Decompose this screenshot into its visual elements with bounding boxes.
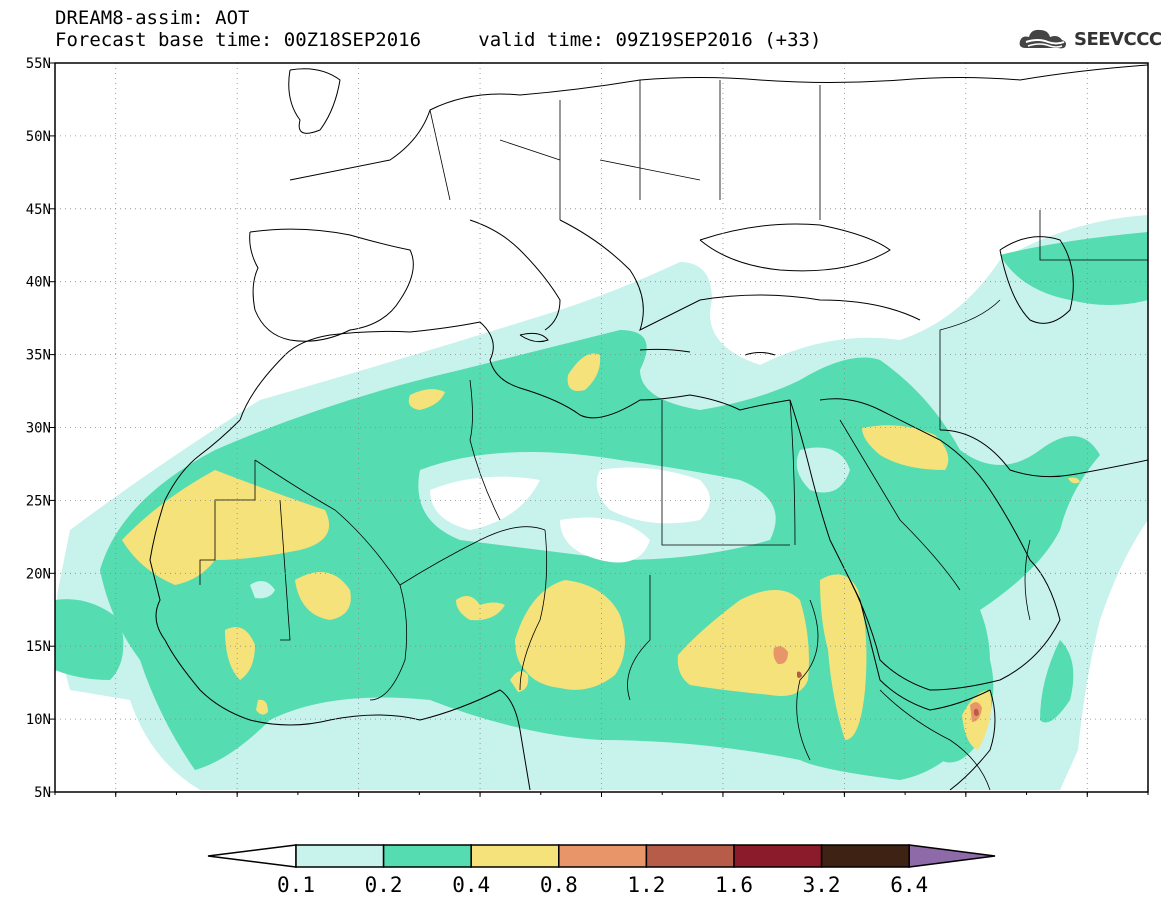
aot-contour-0.4 — [862, 425, 949, 470]
logo-text: SEEVCCC — [1074, 28, 1162, 50]
border-line — [399, 526, 546, 586]
aot-contour-0.4 — [256, 699, 268, 715]
aot-contour-1.2 — [797, 671, 802, 678]
colorbar-swatch — [820, 844, 910, 868]
lat-tick-label: 15N — [26, 639, 51, 655]
border-line — [469, 379, 501, 521]
colorbar-label: 6.4 — [890, 873, 928, 897]
border-line — [1024, 539, 1031, 621]
time-info: Forecast base time: 00Z18SEP2016 valid t… — [55, 30, 821, 50]
aot-contour-0.4 — [567, 353, 601, 391]
aot-contour-0.4 — [122, 470, 330, 585]
lat-tick-label: 45N — [26, 202, 51, 218]
colorbar-underflow-arrow — [207, 844, 297, 868]
graticule — [55, 63, 1148, 792]
aot-contour-0.4 — [820, 574, 867, 740]
aot-contour-0.4 — [456, 596, 505, 621]
country-borders — [199, 80, 1148, 791]
coastline-black-sea — [699, 223, 891, 272]
coastline-sicily — [519, 332, 549, 343]
valid-time-label: valid time: 09Z19SEP2016 (+33) — [478, 29, 822, 51]
border-line — [429, 109, 701, 201]
lat-tick-label: 50N — [26, 129, 51, 145]
coastline-red-sea — [789, 399, 991, 711]
lat-tick-label: 30N — [26, 421, 51, 437]
logo: SEEVCCC — [1018, 24, 1162, 54]
lat-tick-label: 40N — [26, 275, 51, 291]
aot-clear-pocket — [596, 467, 710, 524]
aot-contour-0.4 — [225, 627, 255, 680]
coastline-europe — [289, 64, 1148, 181]
aot-contour-0.2 — [55, 599, 124, 680]
border-line — [199, 460, 256, 585]
colorbar-label: 1.2 — [627, 873, 665, 897]
axis-ticks: 20W10W010E20E30E40E50E60E5N10N15N20N25N3… — [26, 56, 1149, 800]
lat-tick-label: 5N — [34, 785, 51, 800]
coastline-iran — [939, 429, 1148, 478]
coastline-balkans — [559, 219, 921, 331]
aot-contour-1.2 — [974, 708, 979, 716]
coastline-north-africa — [239, 321, 791, 421]
aot-clear-pocket — [430, 476, 540, 530]
colorbar-label: 0.1 — [277, 873, 315, 897]
coastline-cyprus — [744, 352, 776, 356]
coastline-west-africa — [149, 419, 531, 791]
base-time-label: Forecast base time: 00Z18SEP2016 — [55, 29, 422, 51]
border-line — [789, 399, 796, 546]
border-line — [279, 499, 291, 641]
coastline-crete — [639, 348, 691, 353]
colorbar-swatch — [382, 844, 472, 868]
border-line — [661, 400, 790, 546]
colorbar-swatch — [733, 844, 823, 868]
map-title: DREAM8-assim: AOT — [55, 7, 250, 29]
border-line — [369, 584, 408, 701]
colorbar-swatch — [295, 844, 385, 868]
colorbar-swatch — [645, 844, 735, 868]
aot-clear-pocket — [560, 517, 650, 563]
aot-contour-0.1 — [250, 581, 275, 599]
colorbar-label: 3.2 — [803, 873, 841, 897]
lat-tick-label: 55N — [26, 56, 51, 72]
aot-contour-0.4 — [408, 389, 445, 410]
coastline-iberia — [249, 228, 414, 342]
aot-contour-0.4 — [1068, 477, 1080, 484]
border-line — [796, 599, 819, 761]
border-line — [1039, 210, 1148, 261]
border-line — [519, 529, 548, 691]
coastline-arabia — [819, 398, 1061, 691]
border-line — [254, 459, 401, 586]
aot-map: 20W10W010E20E30E40E50E60E5N10N15N20N25N3… — [26, 56, 1149, 800]
colorbar-label: 1.6 — [715, 873, 753, 897]
colorbar-label: 0.8 — [540, 873, 578, 897]
colorbar-label: 0.4 — [452, 873, 490, 897]
aot-contour-0.4 — [677, 590, 809, 696]
aot-contour-0.4 — [295, 572, 351, 620]
lat-tick-label: 35N — [26, 348, 51, 364]
coastline-italy — [469, 219, 561, 331]
coastlines — [149, 64, 1148, 791]
border-line — [939, 299, 1001, 430]
coastline-britain — [288, 68, 341, 134]
colorbar-label: 0.2 — [365, 873, 403, 897]
aot-contour-0.2 — [1040, 640, 1074, 723]
colorbar-swatch — [470, 844, 560, 868]
aot-contour-0.8 — [773, 646, 788, 665]
cloud-icon — [1019, 29, 1066, 49]
coastline-east-africa — [949, 689, 996, 791]
border-line — [879, 689, 991, 791]
colorbar-swatch — [558, 844, 648, 868]
border-line — [839, 419, 961, 591]
lat-tick-label: 25N — [26, 493, 51, 509]
lat-tick-label: 10N — [26, 712, 51, 728]
colorbar-overflow-arrow — [908, 844, 996, 868]
coastline-caspian — [999, 236, 1074, 324]
aot-contour-0.1 — [796, 447, 850, 493]
border-line — [627, 575, 651, 701]
aot-contour-0.4 — [510, 671, 529, 692]
aot-field — [55, 215, 1148, 790]
aot-contour-0.2 — [1000, 232, 1148, 305]
lat-tick-label: 20N — [26, 566, 51, 582]
